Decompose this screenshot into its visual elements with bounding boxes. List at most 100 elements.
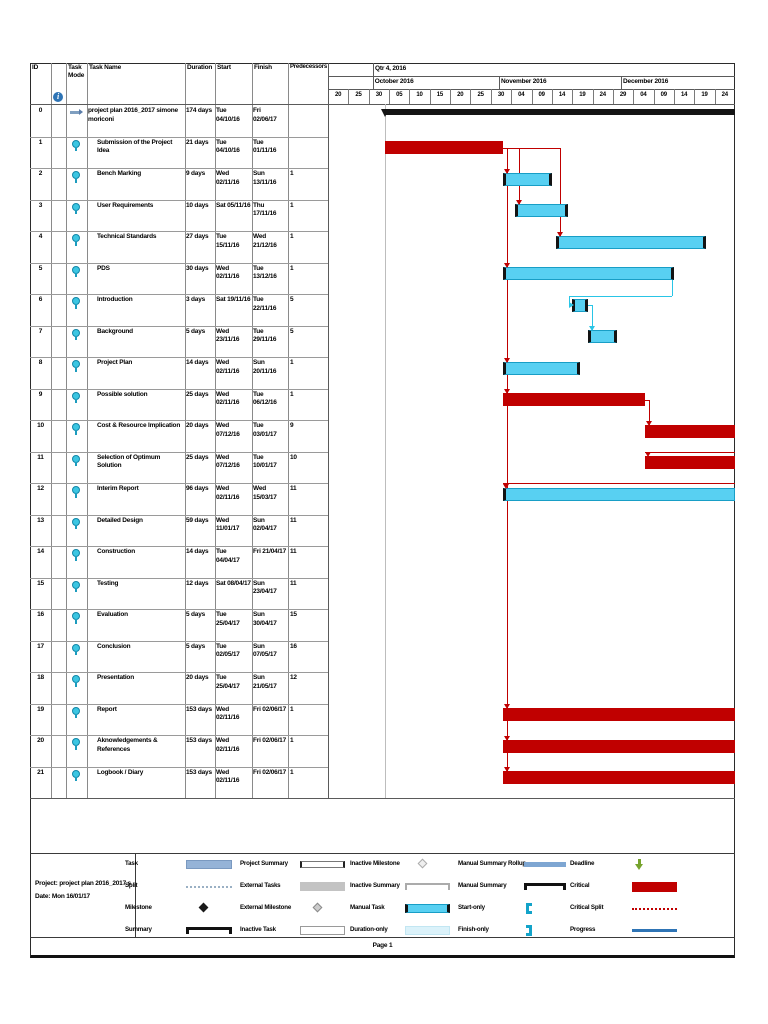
cell-indicator[interactable] xyxy=(51,357,66,389)
cell-finish[interactable]: Sun 13/11/16 xyxy=(253,170,277,186)
cell-id[interactable]: 3 xyxy=(38,201,43,209)
cell-id[interactable]: 7 xyxy=(38,327,43,335)
cell-indicator[interactable] xyxy=(51,200,66,232)
cell-predecessors[interactable]: 1 xyxy=(290,264,294,272)
cell-finish[interactable]: Tue 06/12/16 xyxy=(253,390,277,407)
cell-start[interactable]: Wed 02/11/16 xyxy=(216,737,240,753)
cell-task-name[interactable]: Logbook / Diary xyxy=(97,768,144,776)
cell-start[interactable]: Wed 23/11/16 xyxy=(216,327,240,344)
cell-finish[interactable]: Sun 07/05/17 xyxy=(253,642,277,659)
cell-indicator[interactable] xyxy=(51,609,66,641)
cell-task-name[interactable]: Project Plan xyxy=(97,359,133,366)
cell-predecessors[interactable]: 1 xyxy=(290,768,294,776)
cell-duration[interactable]: 174 days xyxy=(186,107,212,114)
cell-task-name[interactable]: Selection of Optimum Solution xyxy=(97,453,161,470)
cell-indicator[interactable] xyxy=(51,546,66,578)
cell-indicator[interactable] xyxy=(51,137,66,169)
column-header-duration[interactable]: Duration xyxy=(187,64,213,71)
cell-duration[interactable]: 96 days xyxy=(186,485,209,492)
gantt-bar-manual[interactable] xyxy=(503,361,581,375)
gantt-bar-critical[interactable] xyxy=(503,708,735,721)
cell-duration[interactable]: 25 days xyxy=(186,453,209,461)
cell-predecessors[interactable]: 9 xyxy=(290,422,294,429)
cell-task-name[interactable]: Report xyxy=(97,705,117,713)
cell-task-name[interactable]: Presentation xyxy=(97,674,134,681)
cell-start[interactable]: Wed 07/12/16 xyxy=(216,453,240,470)
cell-task-mode[interactable] xyxy=(66,137,87,169)
column-header-id[interactable]: ID xyxy=(32,64,39,71)
cell-indicator[interactable] xyxy=(51,105,66,137)
cell-id[interactable]: 0 xyxy=(38,107,43,114)
cell-task-mode[interactable] xyxy=(66,200,87,232)
cell-task-mode[interactable] xyxy=(66,452,87,484)
cell-predecessors[interactable]: 1 xyxy=(290,737,294,744)
cell-finish[interactable]: Tue 22/11/16 xyxy=(253,296,277,312)
cell-start[interactable]: Tue 25/04/17 xyxy=(216,611,240,627)
cell-id[interactable]: 16 xyxy=(37,611,44,618)
cell-task-name[interactable]: Detailed Design xyxy=(97,516,143,524)
gantt-bar-critical[interactable] xyxy=(645,424,735,438)
cell-finish[interactable]: Tue 10/01/17 xyxy=(253,453,277,470)
cell-id[interactable]: 18 xyxy=(37,674,44,681)
cell-task-mode[interactable] xyxy=(66,168,87,200)
cell-predecessors[interactable]: 1 xyxy=(290,705,294,713)
cell-task-mode[interactable] xyxy=(66,767,87,799)
cell-id[interactable]: 8 xyxy=(38,359,43,366)
cell-finish[interactable]: Wed 21/12/16 xyxy=(253,233,277,249)
cell-task-name[interactable]: project plan 2016_2017 simone moriconi xyxy=(88,107,178,123)
cell-id[interactable]: 10 xyxy=(37,422,44,429)
cell-task-name[interactable]: Cost & Resource Implication xyxy=(97,422,181,429)
cell-predecessors[interactable]: 12 xyxy=(290,674,297,681)
cell-duration[interactable]: 3 days xyxy=(186,296,206,303)
cell-predecessors[interactable]: 5 xyxy=(290,296,294,303)
cell-start[interactable]: Wed 02/11/16 xyxy=(216,390,240,407)
cell-indicator[interactable] xyxy=(51,263,66,295)
cell-task-name[interactable]: Interim Report xyxy=(97,485,139,492)
cell-task-mode[interactable] xyxy=(66,704,87,736)
cell-task-name[interactable]: Background xyxy=(97,327,133,335)
cell-duration[interactable]: 9 days xyxy=(186,170,206,177)
gantt-bar-critical[interactable] xyxy=(503,771,735,784)
cell-id[interactable]: 15 xyxy=(37,579,44,587)
cell-predecessors[interactable]: 15 xyxy=(290,611,297,618)
cell-indicator[interactable] xyxy=(51,672,66,704)
cell-indicator[interactable] xyxy=(51,704,66,736)
cell-task-mode[interactable] xyxy=(66,231,87,263)
cell-task-mode[interactable] xyxy=(66,294,87,326)
cell-id[interactable]: 2 xyxy=(38,170,43,177)
cell-start[interactable]: Wed 07/12/16 xyxy=(216,422,240,438)
cell-id[interactable]: 9 xyxy=(38,390,43,398)
cell-task-name[interactable]: Submission of the Project Idea xyxy=(97,138,173,155)
cell-id[interactable]: 11 xyxy=(37,453,44,461)
cell-duration[interactable]: 10 days xyxy=(186,201,209,209)
cell-task-mode[interactable] xyxy=(66,105,87,137)
cell-predecessors[interactable]: 11 xyxy=(290,579,297,587)
cell-indicator[interactable] xyxy=(51,452,66,484)
column-header-task-name[interactable]: Task Name xyxy=(89,64,122,71)
cell-finish[interactable]: Tue 01/11/16 xyxy=(253,138,277,155)
cell-start[interactable]: Tue 04/10/16 xyxy=(216,107,240,123)
cell-indicator[interactable] xyxy=(51,641,66,673)
cell-predecessors[interactable]: 1 xyxy=(290,233,294,240)
gantt-bar-manual[interactable] xyxy=(588,330,617,343)
cell-finish[interactable]: Sun 20/11/16 xyxy=(253,359,277,375)
cell-finish[interactable]: Fri 02/06/17 xyxy=(253,768,287,776)
cell-predecessors[interactable]: 5 xyxy=(290,327,294,335)
cell-id[interactable]: 5 xyxy=(38,264,43,272)
cell-start[interactable]: Wed 11/01/17 xyxy=(216,516,240,533)
gantt-bar-critical[interactable] xyxy=(645,456,735,469)
project-summary-bar[interactable] xyxy=(384,109,735,115)
cell-predecessors[interactable]: 16 xyxy=(290,642,297,650)
cell-id[interactable]: 21 xyxy=(37,768,44,776)
cell-finish[interactable]: Tue 13/12/16 xyxy=(253,264,277,281)
cell-task-name[interactable]: Conclusion xyxy=(97,642,131,650)
cell-task-mode[interactable] xyxy=(66,672,87,704)
cell-finish[interactable]: Fri 02/06/17 xyxy=(253,107,277,123)
gantt-bar-critical[interactable] xyxy=(503,393,646,406)
cell-predecessors[interactable]: 1 xyxy=(290,201,294,209)
column-header-predecessors[interactable]: Predecessors xyxy=(290,64,327,70)
cell-task-name[interactable]: Evaluation xyxy=(97,611,128,618)
cell-task-mode[interactable] xyxy=(66,263,87,295)
cell-indicator[interactable] xyxy=(51,294,66,326)
cell-indicator[interactable] xyxy=(51,767,66,799)
